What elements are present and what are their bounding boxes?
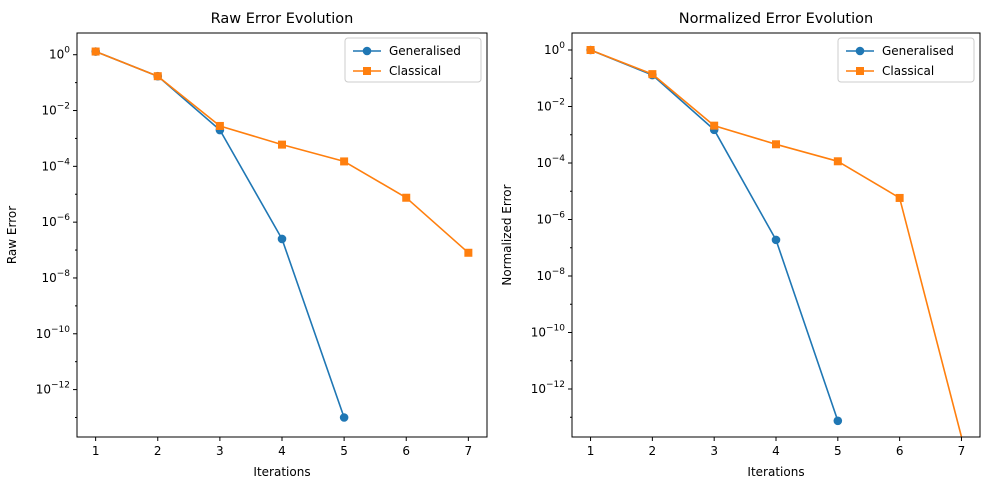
right-point-generalised [833,416,843,426]
left-y-tick-exponent: 0 [64,46,70,56]
right-y-tick-base: 10 [531,382,546,396]
right-point-classical [710,121,719,130]
left-x-tick-label: 2 [154,444,162,458]
left-y-tick-base: 10 [41,271,56,285]
right-x-axis-label: Iterations [747,465,804,479]
left-y-tick-label: 10−4 [41,157,70,173]
left-point-classical [340,157,349,166]
left-x-tick-label: 3 [216,444,224,458]
right-y-tick-label: 10−8 [536,267,565,283]
right-point-classical [586,46,595,55]
left-legend: Generalised Classical [344,37,482,83]
right-y-tick-base: 10 [536,213,551,227]
left-point-classical [215,121,224,130]
right-x-tick-label: 1 [587,444,595,458]
right-point-classical [895,193,904,202]
left-title: Raw Error Evolution [211,11,354,27]
left-y-tick-label: 10−12 [36,381,70,397]
right-y-tick-base: 10 [544,43,559,57]
right-x-tick-label: 6 [896,444,904,458]
right-y-tick-exponent: −8 [552,267,566,277]
left-y-tick-base: 10 [41,104,56,118]
right-legend-label-generalised: Generalised [882,44,954,58]
right-legend-label-classical: Classical [882,64,934,78]
left-legend-marker-classical [363,67,371,75]
left-x-tick-label: 1 [92,444,100,458]
left-y-tick-base: 10 [41,159,56,173]
left-y-tick-exponent: −12 [51,381,70,391]
right-legend-marker-generalised [855,46,865,56]
right-x-tick-label: 4 [772,444,780,458]
right-point-classical [772,140,780,149]
left-x-axis-label: Iterations [253,465,310,479]
right-y-tick-base: 10 [536,100,551,114]
left-y-tick-label: 10−10 [36,325,71,341]
left-point-classical [278,140,286,149]
left-y-tick-label: 10−8 [41,269,70,285]
left-x-tick-label: 4 [278,444,286,458]
right-y-axis-label: Normalized Error [500,184,514,285]
right-y-tick-label: 10−2 [536,98,565,114]
left-y-tick-exponent: −2 [57,102,70,112]
left-legend-label-classical: Classical [389,64,441,78]
right-y-tick-exponent: −10 [546,324,565,334]
left-y-tick-exponent: −6 [57,213,71,223]
left-point-classical [464,248,473,257]
right-y-tick-label: 10−6 [536,211,565,227]
right-y-tick-exponent: −2 [552,98,565,108]
right-axes: Normalized Error Evolution Iterations Norm… [500,11,981,479]
left-y-tick-base: 10 [49,48,64,62]
left-y-tick-base: 10 [36,327,51,341]
right-axes-frame [571,32,981,438]
left-y-tick-label: 10−6 [41,213,70,229]
left-y-tick-exponent: −4 [57,157,71,167]
left-x-tick-label: 7 [465,444,473,458]
right-point-classical [648,70,657,79]
right-y-tick-exponent: −12 [546,380,565,390]
right-point-generalised [771,235,781,245]
right-y-tick-label: 10−10 [531,324,566,340]
left-point-classical [402,193,411,202]
right-point-classical [833,157,842,166]
left-y-tick-base: 10 [41,215,56,229]
right-series-line-generalised [590,49,839,422]
right-legend-marker-classical [856,67,864,75]
left-y-tick-base: 10 [36,383,51,397]
right-x-tick-label: 2 [649,444,657,458]
left-point-classical [91,47,100,56]
left-series-line-generalised [95,50,345,418]
left-y-tick-label: 100 [49,46,70,62]
right-y-tick-exponent: −6 [552,211,566,221]
left-x-tick-label: 6 [402,444,410,458]
right-y-tick-base: 10 [536,156,551,170]
right-x-tick-label: 5 [834,444,842,458]
left-axes-frame [76,32,488,438]
right-legend: Generalised Classical [837,37,975,83]
left-point-generalised [277,234,287,244]
left-y-tick-exponent: −10 [51,325,70,335]
right-x-tick-label: 7 [958,444,966,458]
right-title: Normalized Error Evolution [679,11,873,27]
right-y-tick-label: 10−12 [531,380,565,396]
right-y-tick-base: 10 [536,269,551,283]
right-y-tick-label: 100 [544,41,565,57]
right-y-tick-exponent: −4 [552,154,566,164]
left-x-tick-label: 5 [340,444,348,458]
left-legend-marker-generalised [362,46,372,56]
right-x-tick-label: 3 [710,444,718,458]
left-point-classical [153,72,162,81]
right-y-tick-exponent: 0 [559,41,565,51]
left-y-tick-exponent: −8 [57,269,71,279]
right-y-tick-base: 10 [531,326,546,340]
left-y-tick-label: 10−2 [41,102,70,118]
left-axes: Raw Error Evolution Iterations Raw Error 1 2… [5,11,488,479]
left-point-generalised [339,413,349,422]
right-plot-area [586,45,963,437]
right-y-tick-label: 10−4 [536,154,565,170]
left-plot-area [91,47,473,422]
left-y-axis-label: Raw Error [5,206,19,264]
left-legend-label-generalised: Generalised [389,44,461,58]
